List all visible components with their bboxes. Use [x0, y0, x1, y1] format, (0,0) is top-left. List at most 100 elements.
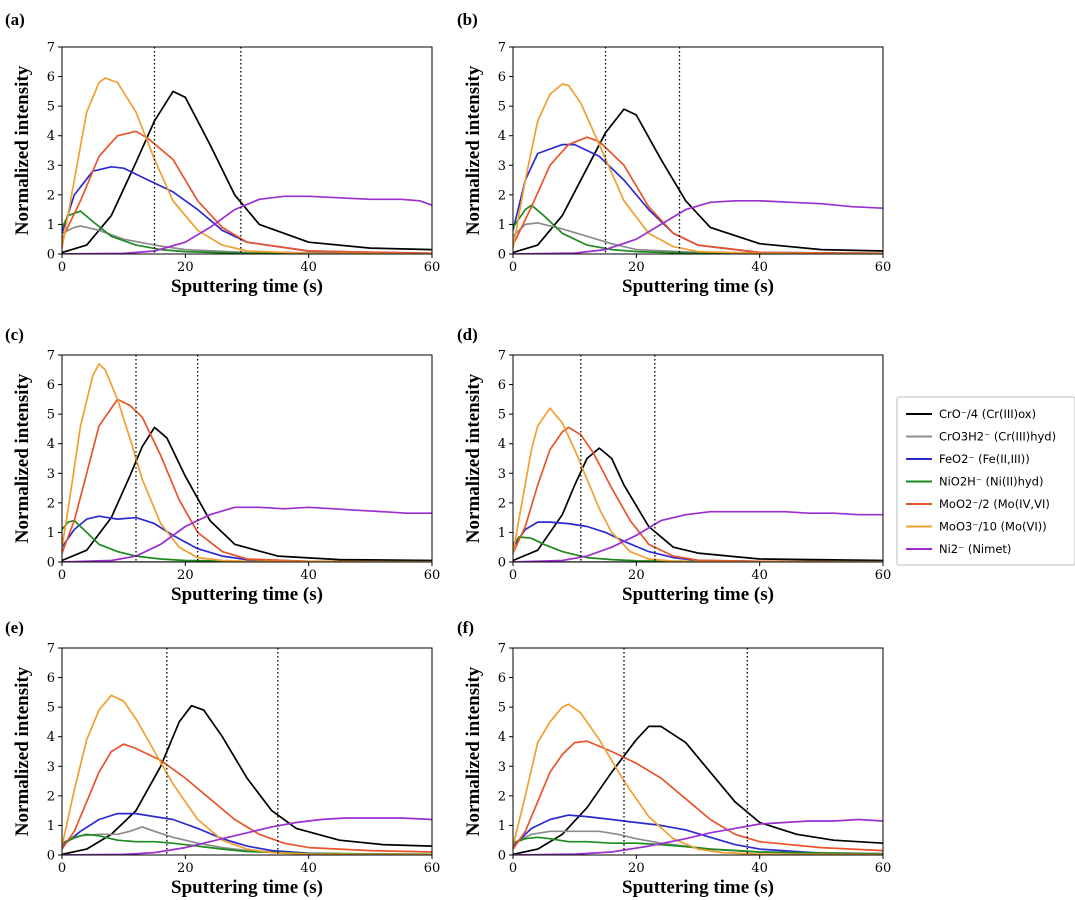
legend-item: NiO2H⁻ (Ni(II)hyd) [906, 475, 1043, 489]
series-line [62, 90, 432, 254]
y-tick-label: 6 [498, 671, 506, 686]
y-tick-label: 2 [47, 789, 55, 804]
x-tick-label: 0 [509, 260, 517, 275]
series-line [62, 77, 432, 254]
y-tick-label: 6 [47, 70, 55, 85]
x-axis-title: Sputtering time (s) [171, 276, 323, 297]
x-axis-title: Sputtering time (s) [622, 877, 774, 898]
series-line [513, 222, 883, 254]
x-tick-label: 0 [58, 568, 66, 583]
panel-label: (d) [457, 325, 478, 344]
y-tick-label: 0 [47, 556, 55, 571]
x-tick-label: 0 [509, 861, 517, 876]
series-group [62, 77, 432, 254]
legend-label: NiO2H⁻ (Ni(II)hyd) [939, 475, 1043, 489]
series-line [62, 210, 432, 254]
y-tick-label: 2 [498, 496, 506, 511]
legend-item: CrO3H2⁻ (Cr(III)hyd) [906, 430, 1056, 444]
y-tick-label: 3 [47, 467, 55, 482]
y-tick-label: 5 [47, 100, 55, 115]
y-tick-label: 1 [47, 526, 55, 541]
series-line [513, 725, 883, 855]
y-tick-label: 4 [498, 437, 506, 452]
legend-items: CrO⁻/4 (Cr(III)ox) CrO3H2⁻ (Cr(III)hyd) Fe… [906, 407, 1056, 556]
x-tick-label: 60 [875, 861, 892, 876]
x-tick-label: 60 [875, 568, 892, 583]
y-tick-label: 1 [498, 218, 506, 233]
y-axis-title: Normalized intensity [12, 65, 33, 235]
legend-item: MoO3⁻/10 (Mo(VI)) [906, 520, 1047, 534]
y-tick-label: 1 [47, 218, 55, 233]
series-line [62, 398, 432, 562]
x-tick-label: 60 [424, 861, 441, 876]
y-axis-title: Normalized intensity [12, 373, 33, 543]
y-tick-label: 1 [498, 819, 506, 834]
panel-e: (e) 0 20 40 60 0 1 2 3 4 5 6 7 Sputtering time (s) Nor… [5, 618, 440, 898]
y-axis-title: Normalized intensity [463, 65, 484, 235]
x-tick-label: 60 [875, 260, 892, 275]
legend-label: FeO2⁻ (Fe(II,III)) [939, 452, 1030, 466]
y-tick-label: 6 [498, 70, 506, 85]
axes-frame [61, 46, 433, 255]
y-tick-label: 4 [47, 129, 55, 144]
x-tick-label: 40 [300, 568, 317, 583]
y-tick-label: 6 [498, 378, 506, 393]
x-axis-title: Sputtering time (s) [622, 584, 774, 605]
y-tick-label: 7 [498, 349, 506, 364]
series-group [62, 363, 432, 562]
y-tick-label: 5 [498, 408, 506, 423]
series-line [513, 426, 883, 562]
y-tick-label: 1 [498, 526, 506, 541]
series-group [513, 703, 883, 855]
y-tick-label: 3 [498, 159, 506, 174]
panel-label: (b) [457, 10, 478, 29]
y-tick-label: 4 [47, 437, 55, 452]
x-tick-label: 60 [424, 568, 441, 583]
series-line [513, 136, 883, 254]
legend: CrO⁻/4 (Cr(III)ox) CrO3H2⁻ (Cr(III)hyd) Fe… [896, 396, 1075, 566]
series-line [62, 826, 432, 855]
x-tick-label: 40 [751, 260, 768, 275]
series-group [62, 694, 432, 855]
series-line [62, 506, 432, 562]
series-group [513, 407, 883, 562]
series-line [62, 704, 432, 855]
series-line [513, 199, 883, 254]
series-line [513, 536, 883, 562]
y-tick-label: 3 [47, 760, 55, 775]
series-line [62, 743, 432, 853]
axes-frame [512, 354, 884, 563]
x-tick-label: 20 [628, 568, 645, 583]
series-line [513, 510, 883, 562]
y-tick-label: 4 [498, 129, 506, 144]
y-tick-label: 3 [498, 467, 506, 482]
y-tick-label: 2 [47, 496, 55, 511]
y-tick-label: 7 [47, 349, 55, 364]
y-axis-title: Normalized intensity [12, 666, 33, 836]
panel-label: (e) [5, 618, 24, 637]
x-tick-label: 40 [751, 568, 768, 583]
y-axis-title: Normalized intensity [463, 666, 484, 836]
x-axis-title: Sputtering time (s) [171, 584, 323, 605]
y-tick-label: 0 [498, 556, 506, 571]
legend-item: CrO⁻/4 (Cr(III)ox) [906, 407, 1036, 421]
series-line [513, 818, 883, 855]
legend-label: CrO3H2⁻ (Cr(III)hyd) [939, 430, 1056, 444]
series-line [513, 108, 883, 254]
series-line [513, 447, 883, 562]
x-tick-label: 60 [424, 260, 441, 275]
legend-label: MoO2⁻/2 (Mo(IV,VI) [939, 497, 1050, 511]
series-line [513, 407, 883, 562]
x-tick-label: 40 [751, 861, 768, 876]
y-tick-label: 0 [498, 849, 506, 864]
y-tick-label: 2 [47, 188, 55, 203]
y-tick-label: 7 [498, 642, 506, 657]
axes-frame [512, 46, 884, 255]
y-tick-label: 1 [47, 819, 55, 834]
y-tick-label: 4 [498, 730, 506, 745]
y-tick-label: 5 [498, 100, 506, 115]
panel-d: (d) 0 20 40 60 0 1 2 3 4 5 6 7 Sputtering time (s) Nor… [457, 325, 891, 605]
panel-label: (a) [5, 10, 25, 29]
legend-item: FeO2⁻ (Fe(II,III)) [906, 452, 1030, 466]
